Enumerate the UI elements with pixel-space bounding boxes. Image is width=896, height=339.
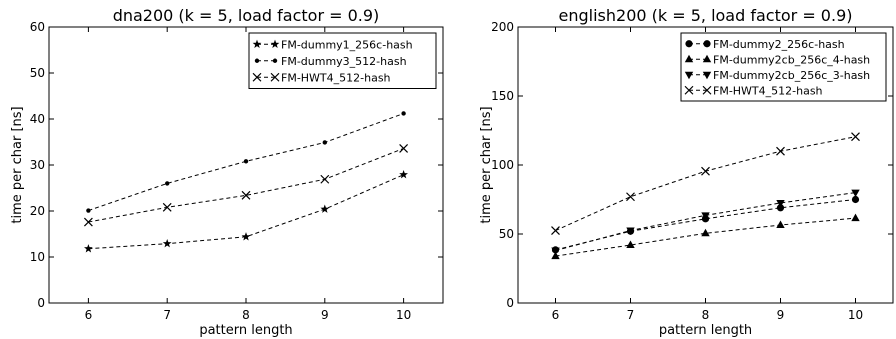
y-tick-label: 150: [491, 89, 514, 103]
data-point-series-3: [162, 202, 172, 212]
y-tick-label: 0: [37, 296, 45, 310]
legend-label: FM-dummy2cb_256c_4-hash: [713, 53, 870, 66]
data-point-series-3: [83, 217, 93, 227]
data-point-series-2: [701, 228, 710, 237]
x-tick-label: 7: [163, 308, 171, 322]
y-tick-label: 10: [30, 250, 45, 264]
data-point-series-1: [320, 204, 330, 213]
legend-marker: [252, 39, 262, 48]
legend-marker: [702, 71, 712, 80]
data-point-series-4: [626, 192, 635, 202]
chart-1: dna200 (k = 5, load factor = 0.9) 6 7 8 9 10 0…: [10, 6, 444, 338]
legend-label: FM-dummy3_512-hash: [281, 55, 407, 68]
data-point-series-1: [399, 170, 408, 179]
x-tick-label: 10: [396, 308, 411, 322]
data-point-series-1: [162, 239, 172, 248]
y-tick-label: 50: [499, 227, 514, 241]
data-point-series-1: [241, 232, 251, 241]
data-point-series-4: [851, 132, 860, 142]
data-point-series-4: [551, 226, 560, 235]
x-tick-label: 8: [702, 308, 710, 322]
x-tick-label: 6: [85, 308, 93, 322]
data-point-series-4: [701, 166, 710, 176]
y-axis-label: time per char [ns]: [10, 106, 25, 223]
legend-marker: [703, 40, 711, 48]
legend-label: FM-dummy2cb_256c_3-hash: [713, 69, 870, 82]
legend-marker: [684, 71, 694, 80]
data-point-series-3: [701, 212, 710, 220]
x-tick-label: 7: [627, 308, 635, 322]
y-tick-label: 30: [30, 158, 45, 172]
data-point-series-2: [165, 181, 170, 186]
legend-label: FM-HWT4_512-hash: [713, 84, 823, 97]
data-point-series-1: [84, 244, 93, 253]
legend-marker: [270, 72, 280, 82]
data-point-series-2: [776, 220, 785, 229]
data-point-series-3: [320, 174, 330, 184]
x-tick-label: 6: [552, 308, 560, 322]
legend-marker: [684, 85, 694, 95]
x-tick-label: 10: [848, 308, 863, 322]
series-line-1: [88, 174, 404, 250]
y-tick-label: 200: [491, 20, 514, 34]
data-point-series-2: [626, 240, 635, 249]
series-line-2: [555, 217, 856, 257]
data-point-series-2: [401, 111, 406, 116]
data-point-series-2: [243, 159, 249, 164]
y-tick-label: 40: [30, 112, 45, 126]
data-point-series-3: [626, 227, 635, 236]
legend-label: FM-HWT4_512-hash: [281, 71, 391, 84]
y-tick-label: 0: [506, 296, 514, 310]
data-point-series-3: [551, 247, 560, 256]
legend-marker: [684, 54, 694, 63]
data-point-series-3: [776, 199, 785, 208]
legend-label: FM-dummy2_256c-hash: [713, 38, 845, 51]
legend-marker: [685, 40, 693, 48]
legend-marker: [252, 72, 262, 82]
data-point-series-2: [851, 213, 860, 222]
y-axis-label: time per char [ns]: [479, 106, 494, 223]
legend: [680, 32, 887, 102]
series-line-1: [555, 199, 856, 251]
chart-title: english200 (k = 5, load factor = 0.9): [559, 6, 853, 25]
x-tick-label: 9: [777, 308, 785, 322]
y-tick-label: 50: [30, 66, 45, 80]
x-tick-label: 8: [242, 308, 250, 322]
x-axis-label: pattern length: [199, 323, 292, 338]
series-line-3: [88, 147, 404, 223]
chart-title: dna200 (k = 5, load factor = 0.9): [113, 6, 380, 25]
y-tick-label: 20: [30, 204, 45, 218]
chart-2: english200 (k = 5, load factor = 0.9) 6 7 8…: [479, 6, 894, 338]
legend-marker: [702, 54, 712, 63]
y-tick-label: 60: [30, 20, 45, 34]
legend-marker: [272, 58, 278, 63]
x-axis-label: pattern length: [659, 323, 752, 338]
y-tick-label: 100: [491, 158, 514, 172]
legend-marker: [254, 58, 260, 63]
data-point-series-2: [322, 140, 327, 145]
data-point-series-4: [776, 146, 785, 156]
data-point-series-1: [776, 204, 785, 212]
legend-marker: [270, 39, 280, 48]
data-point-series-2: [551, 251, 560, 260]
data-point-series-3: [851, 189, 860, 198]
x-tick-label: 9: [321, 308, 329, 322]
legend-marker: [702, 85, 712, 95]
series-line-2: [88, 113, 404, 212]
data-point-series-3: [241, 190, 251, 200]
legend-label: FM-dummy1_256c-hash: [281, 38, 413, 51]
data-point-series-3: [399, 144, 409, 153]
data-point-series-1: [851, 195, 860, 204]
legend: [248, 32, 437, 89]
data-point-series-2: [86, 208, 91, 213]
